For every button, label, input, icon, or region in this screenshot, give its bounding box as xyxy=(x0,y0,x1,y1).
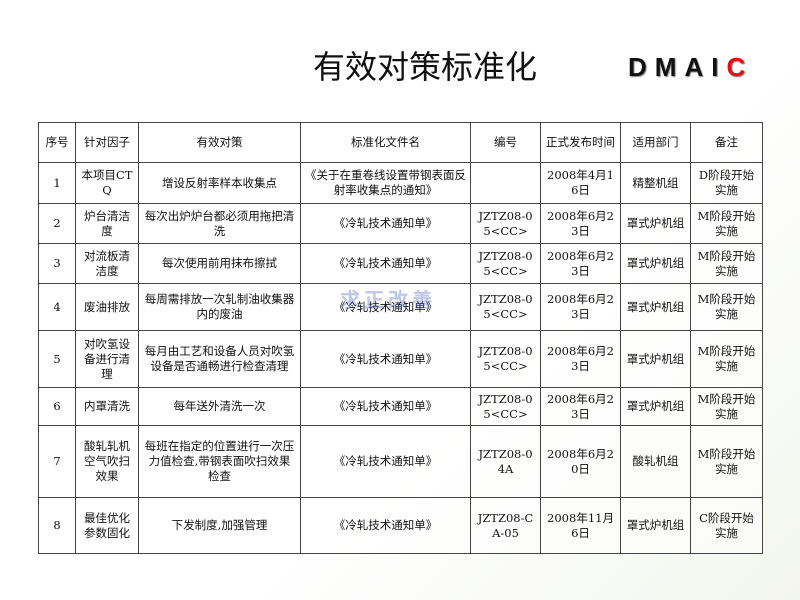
table-cell: 每周需排放一次轧制油收集器内的废油 xyxy=(138,283,301,331)
table-cell: 每年送外清洗一次 xyxy=(138,387,301,426)
table-cell: 《冷轧技术通知单》 xyxy=(300,387,471,426)
table-row: 5 对吹氢设备进行清理 每月由工艺和设备人员对吹氢设备是否通畅进行检查清理 《冷轧技术… xyxy=(38,330,763,388)
table-cell: 内罩清洗 xyxy=(75,387,139,426)
table-cell: 下发制度,加强管理 xyxy=(138,497,301,554)
table-cell: 5 xyxy=(38,330,76,388)
table-cell: 最佳优化参数固化 xyxy=(75,497,139,554)
table-cell: JZTZ08-05<CC> xyxy=(470,387,541,426)
table-cell: 2008年6月23日 xyxy=(540,203,621,244)
table-row: 1 本项目CTQ 增设反射率样本收集点 《关于在重卷线设置带钢表面反射率收集点的通知》… xyxy=(38,162,763,204)
table-cell: 2008年6月23日 xyxy=(540,330,621,388)
dmaic-letter: D xyxy=(628,52,655,82)
header-cell: 适用部门 xyxy=(620,122,691,163)
table-cell: M阶段开始实施 xyxy=(690,387,763,426)
header-cell: 针对因子 xyxy=(75,122,139,163)
header-cell: 有效对策 xyxy=(138,122,301,163)
table-cell: 3 xyxy=(38,243,76,284)
standardization-table: 序号 针对因子 有效对策 标准化文件名 编号 正式发布时间 适用部门 备注 1 本项目CTQ 增设… xyxy=(38,122,763,554)
header-cell: 编号 xyxy=(470,122,541,163)
table-cell: JZTZ08-05<CC> xyxy=(470,283,541,331)
table-cell: 2008年4月16日 xyxy=(540,162,621,204)
table-cell: 增设反射率样本收集点 xyxy=(138,162,301,204)
table-cell: 罩式炉机组 xyxy=(620,387,691,426)
table-cell: 罩式炉机组 xyxy=(620,283,691,331)
table-cell: 《冷轧技术通知单》 xyxy=(300,425,471,498)
table-row: 7 酸轧轧机空气吹扫效果 每班在指定的位置进行一次压力值检查,带钢表面吹扫效果检查《… xyxy=(38,425,763,498)
table-cell: 废油排放 xyxy=(75,283,139,331)
table-cell: 精整机组 xyxy=(620,162,691,204)
table-cell: 2008年11月6日 xyxy=(540,497,621,554)
table-cell: 《冷轧技术通知单》 xyxy=(300,243,471,284)
table-cell: 罩式炉机组 xyxy=(620,330,691,388)
table-cell: M阶段开始实施 xyxy=(690,330,763,388)
table-cell: JZTZ08-04A xyxy=(470,425,541,498)
table-cell: JZTZ08-CA-05 xyxy=(470,497,541,554)
table-cell: JZTZ08-05<CC> xyxy=(470,243,541,284)
table-cell xyxy=(470,162,541,204)
header-cell: 正式发布时间 xyxy=(540,122,621,163)
table-row: 3 对流板清洁度 每次使用前用抹布擦拭 《冷轧技术通知单》 JZTZ08-05<CC> 2… xyxy=(38,243,763,284)
table-row: 4 废油排放 每周需排放一次轧制油收集器内的废油 《冷轧技术通知单》 JZTZ08-05… xyxy=(38,283,763,331)
table-cell: M阶段开始实施 xyxy=(690,243,763,284)
table-cell: 7 xyxy=(38,425,76,498)
header-row: 序号 针对因子 有效对策 标准化文件名 编号 正式发布时间 适用部门 备注 xyxy=(38,122,763,163)
table-cell: 《冷轧技术通知单》 xyxy=(300,203,471,244)
table-cell: D阶段开始实施 xyxy=(690,162,763,204)
table-cell: 对流板清洁度 xyxy=(75,243,139,284)
table-cell: 罩式炉机组 xyxy=(620,203,691,244)
table-cell: 1 xyxy=(38,162,76,204)
table-cell: 8 xyxy=(38,497,76,554)
table-row: 8 最佳优化参数固化 下发制度,加强管理 《冷轧技术通知单》 JZTZ08-CA-05 2… xyxy=(38,497,763,554)
slide-title: 有效对策标准化 xyxy=(312,48,537,86)
table-cell: M阶段开始实施 xyxy=(690,283,763,331)
dmaic-label: DMAIC xyxy=(628,52,753,83)
table-cell: C阶段开始实施 xyxy=(690,497,763,554)
table-cell: M阶段开始实施 xyxy=(690,203,763,244)
header-cell: 序号 xyxy=(38,122,76,163)
dmaic-letter: M xyxy=(654,52,685,82)
header-cell: 备注 xyxy=(690,122,763,163)
table-cell: 《关于在重卷线设置带钢表面反射率收集点的通知》 xyxy=(300,162,471,204)
table-cell: 炉台清洁度 xyxy=(75,203,139,244)
table-cell: 本项目CTQ xyxy=(75,162,139,204)
table-cell: JZTZ08-05<CC> xyxy=(470,330,541,388)
table-cell: 4 xyxy=(38,283,76,331)
table-cell: 2 xyxy=(38,203,76,244)
table-cell: 酸轧机组 xyxy=(620,425,691,498)
table-cell: 2008年6月23日 xyxy=(540,283,621,331)
table-cell: 罩式炉机组 xyxy=(620,497,691,554)
table-cell: M阶段开始实施 xyxy=(690,425,763,498)
table-cell: 《冷轧技术通知单》 xyxy=(300,283,471,331)
table-cell: JZTZ08-05<CC> xyxy=(470,203,541,244)
header-cell: 标准化文件名 xyxy=(300,122,471,163)
dmaic-letter: C xyxy=(726,52,754,82)
table-cell: 6 xyxy=(38,387,76,426)
table-cell: 2008年6月23日 xyxy=(540,243,621,284)
table-cell: 2008年6月23日 xyxy=(540,387,621,426)
table-cell: 罩式炉机组 xyxy=(620,243,691,284)
dmaic-letter: I xyxy=(711,52,727,82)
table-cell: 《冷轧技术通知单》 xyxy=(300,330,471,388)
table-row: 6 内罩清洗 每年送外清洗一次 《冷轧技术通知单》 JZTZ08-05<CC> 2008年… xyxy=(38,387,763,426)
table-cell: 对吹氢设备进行清理 xyxy=(75,330,139,388)
table-cell: 每次使用前用抹布擦拭 xyxy=(138,243,301,284)
table-cell: 每次出炉炉台都必须用拖把清洗 xyxy=(138,203,301,244)
table-cell: 《冷轧技术通知单》 xyxy=(300,497,471,554)
table-cell: 2008年6月20日 xyxy=(540,425,621,498)
dmaic-letter: A xyxy=(684,52,712,82)
table-cell: 每班在指定的位置进行一次压力值检查,带钢表面吹扫效果检查 xyxy=(138,425,301,498)
table-cell: 酸轧轧机空气吹扫效果 xyxy=(75,425,139,498)
watermark: 求正改善 xyxy=(340,288,436,312)
table-cell: 每月由工艺和设备人员对吹氢设备是否通畅进行检查清理 xyxy=(138,330,301,388)
table-row: 2 炉台清洁度 每次出炉炉台都必须用拖把清洗 《冷轧技术通知单》 JZTZ08-05<C… xyxy=(38,203,763,244)
